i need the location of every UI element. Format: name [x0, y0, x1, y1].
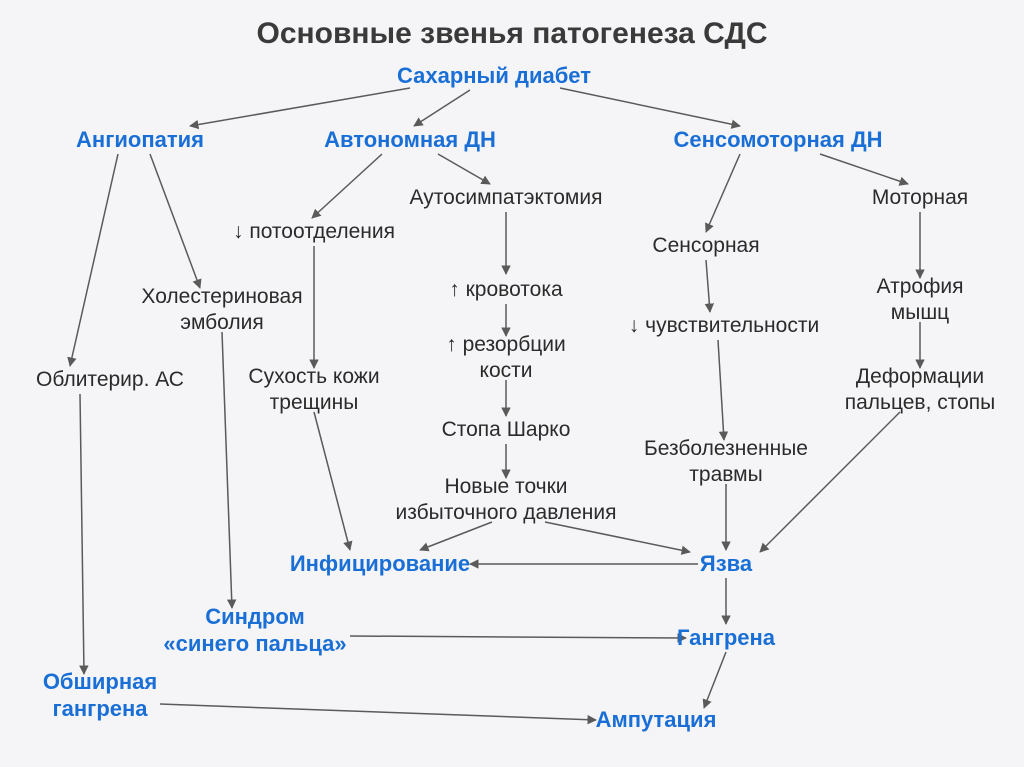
node-sindrom: Синдром «синего пальца» [135, 603, 375, 658]
edge-arrow [706, 154, 740, 232]
edge-arrow [706, 260, 710, 312]
node-obliter: Облитерир. АС [10, 367, 210, 393]
edge-arrow [545, 522, 690, 552]
node-diabet: Сахарный диабет [364, 62, 624, 90]
edge-arrow [350, 636, 686, 638]
node-obshgang: Обширная гангрена [10, 668, 190, 723]
node-sensor: Сенсорная [626, 233, 786, 259]
edge-arrow [560, 88, 740, 126]
node-infic: Инфицирование [270, 550, 490, 578]
edge-arrow [190, 88, 410, 126]
edge-arrow [414, 90, 470, 126]
node-rezorb: ↑ резорбции кости [416, 332, 596, 385]
node-bezbol: Безболезненные травмы [616, 436, 836, 489]
edge-arrow [160, 704, 596, 720]
node-krovotok: ↑ кровотока [416, 277, 596, 303]
edge-arrow [704, 652, 726, 708]
flowchart-canvas: Основные звенья патогенеза СДС Сахарный … [0, 0, 1024, 767]
node-sensdn: Сенсомоторная ДН [648, 126, 908, 154]
edge-arrow [312, 154, 382, 218]
node-atrofia: Атрофия мышц [840, 274, 1000, 327]
node-autosymp: Аутосимпатэктомия [386, 185, 626, 211]
edge-arrow [70, 154, 118, 366]
edge-arrow [820, 154, 908, 184]
node-deform: Деформации пальцев, стопы [820, 364, 1020, 417]
edge-arrow [150, 154, 200, 288]
node-yazva: Язва [666, 550, 786, 578]
node-autodn: Автономная ДН [300, 126, 520, 154]
node-angiopatia: Ангиопатия [50, 126, 230, 154]
edge-arrow [718, 340, 724, 440]
node-motor: Моторная [840, 185, 1000, 211]
node-suhost: Сухость кожи трещины [214, 364, 414, 417]
node-amput: Ампутация [566, 706, 746, 734]
edge-arrow [80, 394, 84, 674]
edge-arrow [438, 154, 490, 184]
node-novtochki: Новые точки избыточного давления [376, 474, 636, 527]
edge-arrow [314, 412, 350, 550]
node-poto: ↓ потоотделения [204, 219, 424, 245]
node-gangrena: Гангрена [646, 624, 806, 652]
node-chuvst: ↓ чувствительности [604, 313, 844, 339]
diagram-title: Основные звенья патогенеза СДС [0, 17, 1024, 51]
node-charcot: Стопа Шарко [406, 417, 606, 443]
node-holest: Холестериновая эмболия [117, 284, 327, 337]
